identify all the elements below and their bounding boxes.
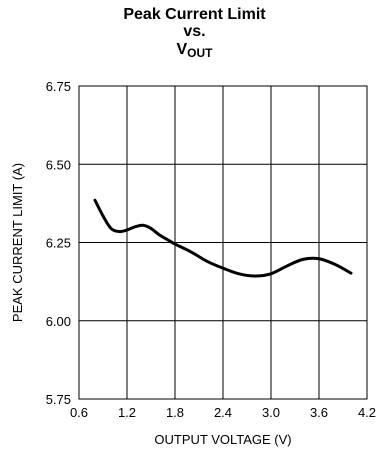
x-tick-label: 1.2 — [118, 405, 136, 420]
y-tick-labels: 6.75 6.50 6.25 6.00 5.75 — [46, 79, 71, 407]
chart-title-line2: vs. — [183, 23, 206, 40]
y-tick-label: 6.50 — [46, 157, 71, 172]
x-tick-label: 1.8 — [166, 405, 184, 420]
title-vout-main: V — [176, 41, 188, 58]
y-tick-label: 6.25 — [46, 236, 71, 251]
y-tick-label: 5.75 — [46, 392, 71, 407]
y-tick-label: 6.75 — [46, 79, 71, 94]
series-layer — [93, 198, 353, 278]
chart-title-line3: VOUT — [0, 41, 389, 60]
x-tick-label: 2.4 — [214, 405, 232, 420]
y-tick-label: 6.00 — [46, 314, 71, 329]
x-tick-label: 4.2 — [358, 405, 376, 420]
chart-title-line1: Peak Current Limit — [123, 6, 266, 23]
grid-lines — [78, 85, 368, 400]
x-tick-label: 3.0 — [262, 405, 280, 420]
plot-frame — [78, 85, 368, 400]
x-tick-labels: 0.6 1.2 1.8 2.4 3.0 3.6 4.2 — [70, 405, 376, 420]
x-tick-label: 0.6 — [70, 405, 88, 420]
x-axis-label: OUTPUT VOLTAGE (V) — [154, 432, 291, 447]
x-tick-label: 3.6 — [310, 405, 328, 420]
series-line — [93, 198, 353, 278]
title-vout-subscript: OUT — [187, 46, 213, 60]
y-axis-label: PEAK CURRENT LIMIT (A) — [10, 163, 25, 322]
